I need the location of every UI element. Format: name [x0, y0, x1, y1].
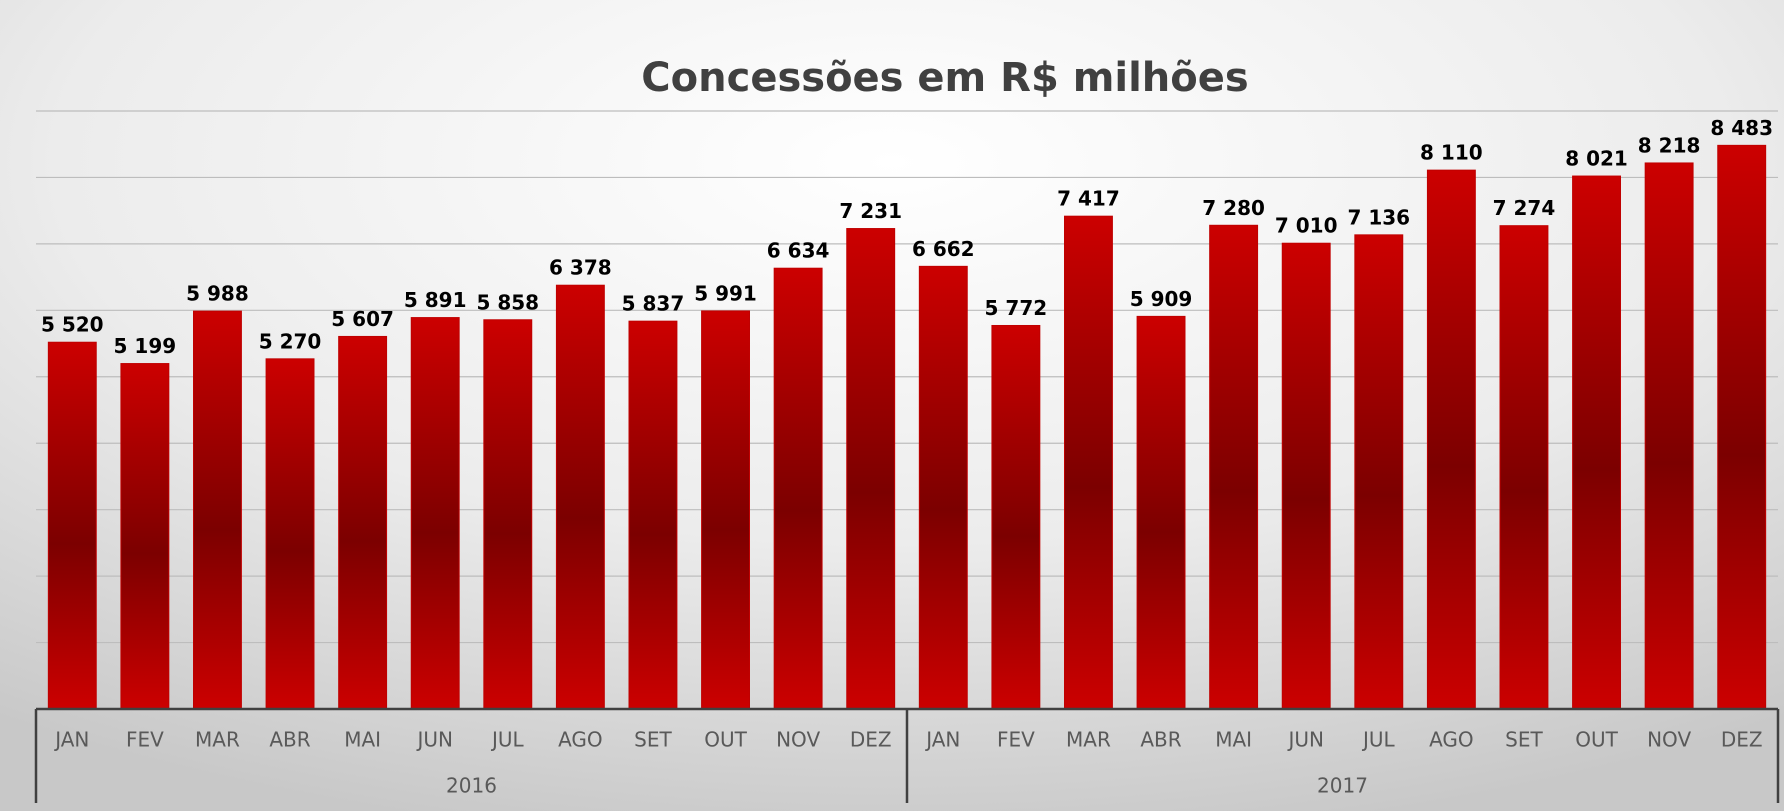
x-tick-label: FEV [997, 728, 1035, 752]
bar [483, 319, 533, 710]
value-label: 8 021 [1565, 147, 1628, 171]
value-label: 5 991 [694, 281, 757, 305]
x-tick-label: SET [634, 728, 672, 752]
x-tick-label: OUT [1575, 728, 1618, 752]
value-label: 7 010 [1275, 214, 1338, 238]
bar [918, 265, 968, 710]
bar [991, 324, 1041, 710]
value-label: 5 199 [114, 334, 177, 358]
chart-title: Concessões em R$ milhões [641, 55, 1248, 101]
value-label: 6 378 [549, 256, 612, 280]
group-label: 2016 [446, 774, 497, 798]
x-tick-label: JUN [415, 728, 453, 752]
bar [1426, 169, 1476, 710]
value-label: 7 231 [839, 199, 902, 223]
value-label: 5 837 [622, 292, 685, 316]
value-label: 8 110 [1420, 141, 1483, 165]
value-label: 6 634 [767, 239, 830, 263]
x-tick-label: MAI [344, 728, 381, 752]
bar [1717, 144, 1767, 710]
value-label: 5 772 [985, 296, 1048, 320]
value-label: 5 909 [1130, 287, 1193, 311]
value-label: 6 662 [912, 237, 975, 261]
x-tick-label: DEZ [1721, 728, 1763, 752]
x-tick-label: AGO [558, 728, 603, 752]
x-tick-label: ABR [269, 728, 310, 752]
group-label: 2017 [1317, 774, 1368, 798]
x-tick-label: NOV [776, 728, 820, 752]
bar [628, 320, 678, 710]
bar [1354, 234, 1404, 710]
x-tick-label: DEZ [850, 728, 892, 752]
x-tick-label: JUL [490, 728, 525, 752]
bar [1136, 315, 1186, 710]
value-label: 5 520 [41, 313, 104, 337]
x-tick-label: SET [1505, 728, 1543, 752]
bar [555, 284, 605, 710]
bar [410, 317, 460, 710]
value-label: 7 280 [1202, 196, 1265, 220]
x-tick-label: MAR [1066, 728, 1111, 752]
x-tick-label: JAN [53, 728, 89, 752]
bar [773, 267, 823, 710]
value-label: 5 891 [404, 288, 467, 312]
value-label: 8 483 [1710, 116, 1773, 140]
x-tick-label: MAI [1215, 728, 1252, 752]
bar [1644, 162, 1694, 710]
x-tick-label: JAN [924, 728, 960, 752]
value-label: 8 218 [1638, 133, 1701, 157]
value-label: 5 858 [476, 290, 539, 314]
x-tick-label: ABR [1140, 728, 1181, 752]
value-label: 7 274 [1493, 196, 1556, 220]
value-label: 5 988 [186, 282, 249, 306]
bar [701, 310, 750, 710]
bar [338, 335, 388, 710]
bar [120, 363, 170, 710]
value-label: 7 417 [1057, 187, 1120, 211]
bar [47, 341, 97, 710]
bar [265, 358, 315, 710]
x-tick-label: FEV [126, 728, 164, 752]
x-tick-label: MAR [195, 728, 240, 752]
x-tick-label: JUN [1286, 728, 1324, 752]
value-label: 5 270 [259, 329, 322, 353]
value-label: 5 607 [331, 307, 394, 331]
value-label: 7 136 [1347, 205, 1410, 229]
bar [1281, 242, 1331, 710]
x-tick-label: JUL [1361, 728, 1396, 752]
bar [1064, 215, 1113, 710]
x-tick-label: NOV [1647, 728, 1691, 752]
x-tick-label: AGO [1429, 728, 1474, 752]
bar [1209, 224, 1259, 710]
bar [193, 310, 242, 710]
bar [1572, 175, 1621, 710]
bar [1499, 225, 1549, 710]
x-tick-label: OUT [704, 728, 747, 752]
bar [846, 228, 896, 710]
